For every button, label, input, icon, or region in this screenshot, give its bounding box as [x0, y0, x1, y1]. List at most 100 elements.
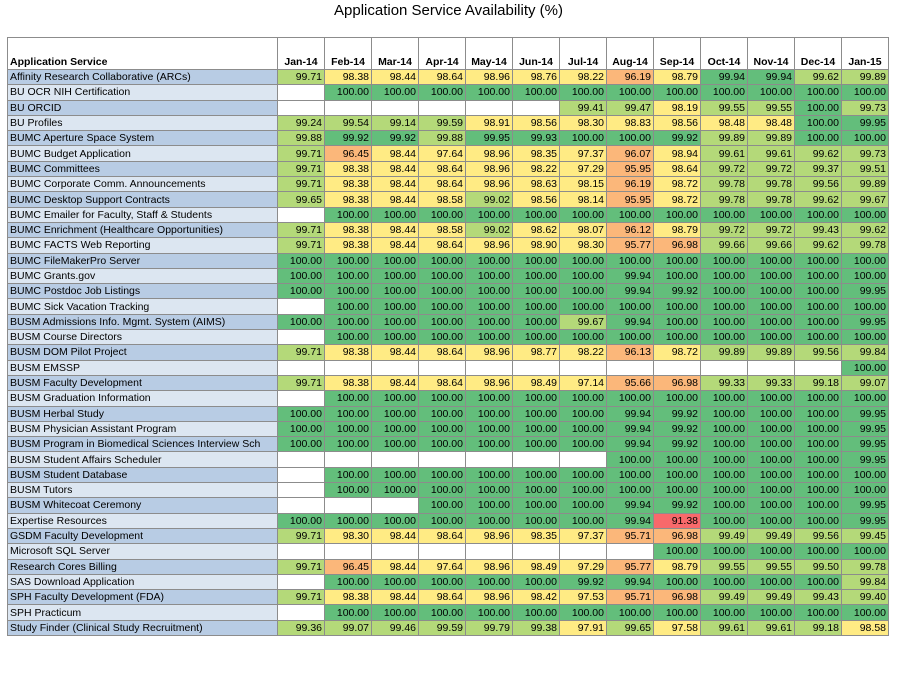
availability-cell: 100.00	[747, 329, 795, 346]
availability-cell: 99.94	[606, 512, 654, 529]
availability-cell: 97.53	[559, 589, 607, 606]
availability-cell: 100.00	[606, 451, 654, 468]
service-name: SPH Faculty Development (FDA)	[7, 589, 278, 606]
availability-cell: 100.00	[371, 252, 419, 269]
availability-cell: 100.00	[747, 482, 795, 499]
service-name: GSDM Faculty Development	[7, 527, 278, 545]
availability-cell: 98.44	[371, 237, 419, 254]
availability-cell: 100.00	[512, 313, 560, 331]
availability-cell: 98.19	[653, 99, 701, 116]
availability-cell: 99.33	[700, 374, 748, 392]
availability-cell: 100.00	[841, 390, 889, 407]
availability-cell	[465, 359, 513, 376]
availability-cell: 100.00	[465, 573, 513, 591]
availability-cell: 100.00	[700, 436, 748, 453]
availability-cell: 100.00	[653, 573, 701, 591]
availability-cell: 98.96	[465, 558, 513, 575]
column-header: May-14	[465, 37, 513, 70]
availability-cell: 98.64	[653, 160, 701, 178]
availability-cell: 100.00	[418, 497, 466, 514]
availability-cell: 100.00	[418, 512, 466, 529]
availability-cell: 100.00	[653, 267, 701, 285]
availability-cell: 98.44	[371, 145, 419, 162]
availability-cell: 100.00	[606, 130, 654, 147]
availability-cell: 100.00	[512, 405, 560, 422]
availability-cell: 98.44	[371, 176, 419, 193]
service-name: Expertise Resources	[7, 512, 278, 529]
availability-cell: 100.00	[794, 84, 842, 101]
availability-cell: 100.00	[465, 466, 513, 484]
availability-cell: 100.00	[418, 298, 466, 315]
availability-cell	[794, 359, 842, 376]
availability-cell: 100.00	[700, 329, 748, 346]
availability-cell: 100.00	[841, 329, 889, 346]
availability-cell: 100.00	[653, 206, 701, 223]
availability-cell: 98.22	[512, 160, 560, 178]
availability-cell: 100.00	[747, 313, 795, 331]
availability-cell: 98.64	[418, 527, 466, 545]
availability-cell: 98.64	[418, 68, 466, 86]
availability-cell: 100.00	[512, 420, 560, 438]
availability-cell: 100.00	[371, 267, 419, 285]
availability-cell: 99.45	[841, 527, 889, 545]
availability-cell: 99.72	[700, 221, 748, 239]
availability-cell: 100.00	[794, 267, 842, 285]
availability-cell: 100.00	[371, 329, 419, 346]
service-name: BUSM Program in Biomedical Sciences Inte…	[7, 436, 278, 453]
availability-cell: 100.00	[794, 497, 842, 514]
service-name: BUMC Desktop Support Contracts	[7, 191, 278, 208]
column-header: Sep-14	[653, 37, 701, 70]
availability-cell: 98.30	[559, 237, 607, 254]
availability-cell: 98.44	[371, 68, 419, 86]
availability-cell: 99.67	[559, 313, 607, 331]
availability-cell: 100.00	[653, 84, 701, 101]
availability-cell: 98.72	[653, 176, 701, 193]
availability-cell: 100.00	[559, 283, 607, 300]
availability-cell: 99.61	[700, 619, 748, 636]
availability-cell	[606, 543, 654, 560]
availability-cell: 98.64	[418, 160, 466, 178]
service-name: Research Cores Billing	[7, 558, 278, 575]
availability-cell: 98.79	[653, 68, 701, 86]
availability-cell: 100.00	[841, 604, 889, 621]
availability-cell: 100.00	[371, 420, 419, 438]
table-row: BUSM Herbal Study 100.00 100.00 100.00 100.0…	[7, 405, 889, 422]
availability-cell: 99.72	[700, 160, 748, 178]
availability-cell: 99.94	[606, 420, 654, 438]
heatmap-body: Affinity Research Collaborative (ARCs) 99…	[7, 68, 889, 636]
availability-cell: 100.00	[794, 482, 842, 499]
availability-cell: 99.72	[747, 221, 795, 239]
availability-cell: 99.65	[606, 619, 654, 636]
availability-cell: 100.00	[465, 604, 513, 621]
availability-cell: 100.00	[418, 604, 466, 621]
availability-cell: 99.71	[277, 589, 325, 606]
availability-cell: 100.00	[653, 329, 701, 346]
availability-cell: 100.00	[841, 298, 889, 315]
availability-cell: 99.07	[841, 374, 889, 392]
availability-cell: 100.00	[465, 436, 513, 453]
availability-cell: 100.00	[512, 604, 560, 621]
availability-cell: 98.64	[418, 237, 466, 254]
availability-cell: 100.00	[653, 451, 701, 468]
table-row: BUMC Postdoc Job Listings 100.00 100.00 100…	[7, 283, 889, 300]
availability-cell: 100.00	[747, 298, 795, 315]
table-row: BUSM Tutors 100.00 100.00 100.00 100.00 100.0…	[7, 482, 889, 499]
availability-cell: 99.89	[841, 176, 889, 193]
availability-cell: 100.00	[418, 405, 466, 422]
availability-cell: 100.00	[277, 436, 325, 453]
availability-cell	[606, 359, 654, 376]
availability-cell: 98.42	[512, 589, 560, 606]
column-header: Oct-14	[700, 37, 748, 70]
availability-cell: 100.00	[418, 84, 466, 101]
availability-cell: 95.95	[606, 160, 654, 178]
availability-cell: 98.96	[465, 589, 513, 606]
availability-cell: 100.00	[606, 329, 654, 346]
availability-cell: 99.94	[747, 68, 795, 86]
service-name: BUSM Tutors	[7, 482, 278, 499]
availability-cell: 99.71	[277, 237, 325, 254]
service-name: Microsoft SQL Server	[7, 543, 278, 560]
availability-cell: 98.56	[512, 114, 560, 132]
availability-cell	[418, 359, 466, 376]
service-name: BUSM Course Directors	[7, 329, 278, 346]
availability-cell: 98.44	[371, 589, 419, 606]
